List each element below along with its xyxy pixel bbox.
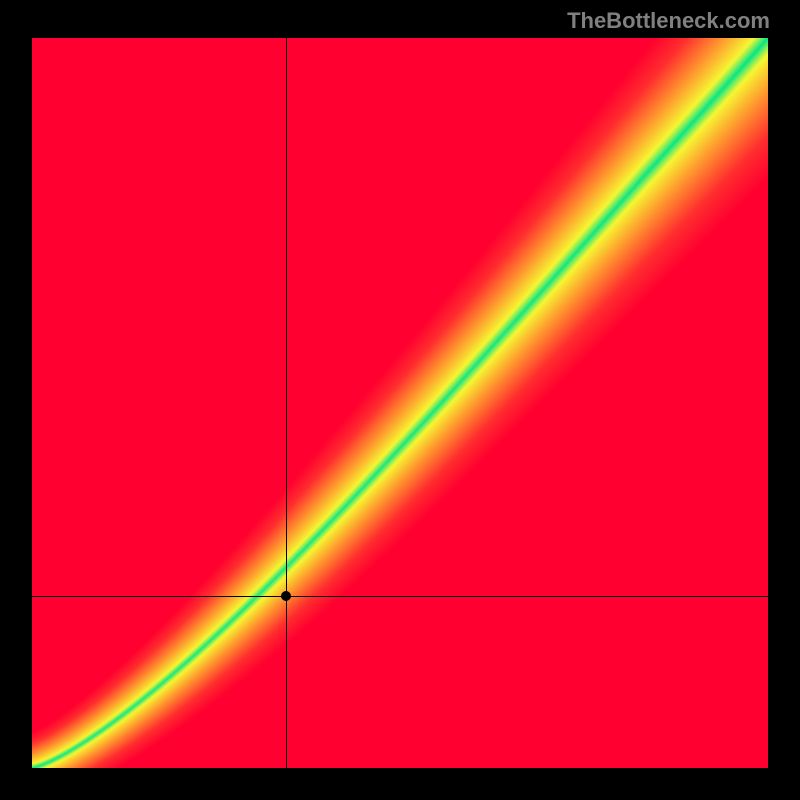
heatmap-plot	[32, 38, 768, 768]
crosshair-marker	[281, 591, 291, 601]
attribution-text: TheBottleneck.com	[567, 8, 770, 34]
crosshair-horizontal	[32, 596, 768, 597]
crosshair-vertical	[286, 38, 287, 768]
heatmap-canvas	[32, 38, 768, 768]
